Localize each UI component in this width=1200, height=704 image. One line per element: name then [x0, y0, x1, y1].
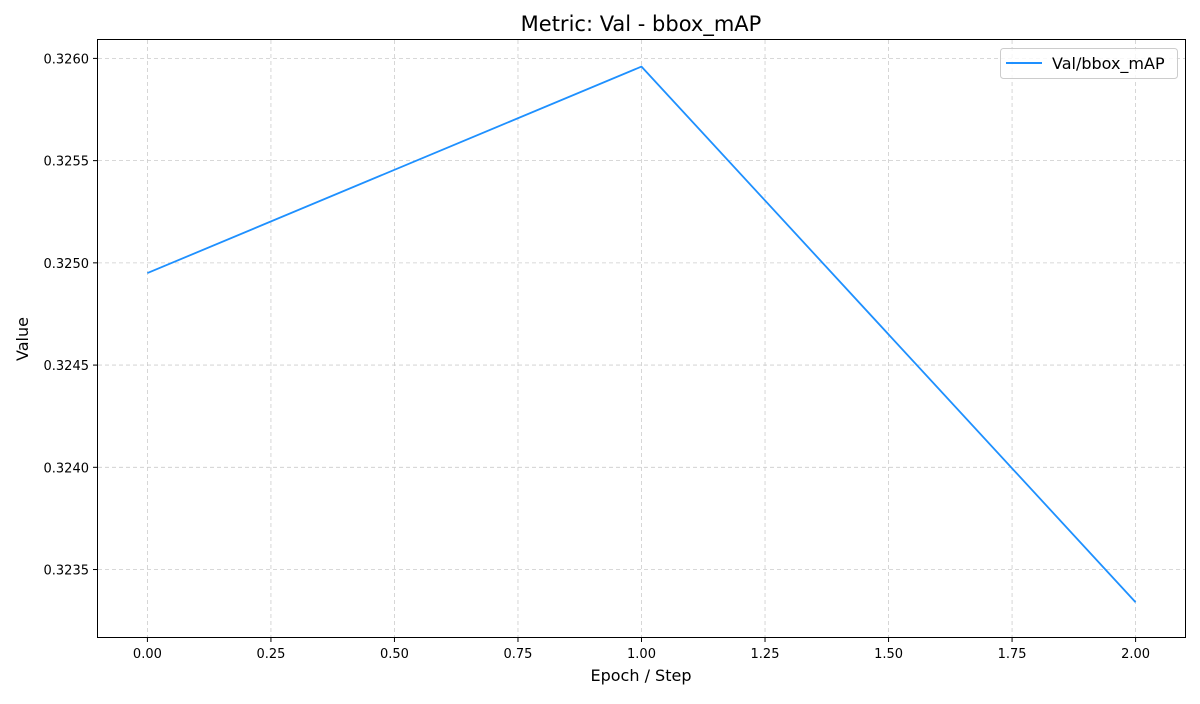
x-tick-label: 1.00: [627, 647, 656, 662]
y-tick-label: 0.3240: [44, 461, 90, 476]
x-axis-ticks: 0.00 0.25 0.50 0.75 1.00 1.25 1.50 1.75 2.00: [133, 637, 1150, 662]
x-tick-label: 0.00: [133, 647, 162, 662]
x-tick-label: 2.00: [1121, 647, 1150, 662]
x-tick-label: 0.50: [380, 647, 409, 662]
y-tick-label: 0.3250: [44, 257, 90, 272]
legend: Val/bbox_mAP: [1000, 48, 1178, 79]
x-tick-label: 0.25: [256, 647, 285, 662]
y-tick-label: 0.3255: [44, 155, 90, 170]
chart-title: Metric: Val - bbox_mAP: [521, 12, 762, 37]
y-tick-label: 0.3260: [44, 52, 90, 67]
x-tick-label: 1.75: [998, 647, 1027, 662]
y-axis-ticks: 0.3235 0.3240 0.3245 0.3250 0.3255 0.3260: [44, 52, 98, 579]
y-tick-label: 0.3235: [44, 564, 90, 579]
x-tick-label: 1.50: [874, 647, 903, 662]
x-tick-label: 0.75: [504, 647, 533, 662]
legend-box: [1000, 48, 1178, 79]
series-layer: [147, 65, 1137, 603]
x-tick-label: 1.25: [751, 647, 780, 662]
x-axis-label: Epoch / Step: [591, 666, 692, 685]
y-tick-label: 0.3245: [44, 359, 90, 374]
series-line: [147, 65, 1137, 603]
legend-label: Val/bbox_mAP: [1052, 54, 1165, 74]
y-axis-label: Value: [13, 317, 32, 361]
